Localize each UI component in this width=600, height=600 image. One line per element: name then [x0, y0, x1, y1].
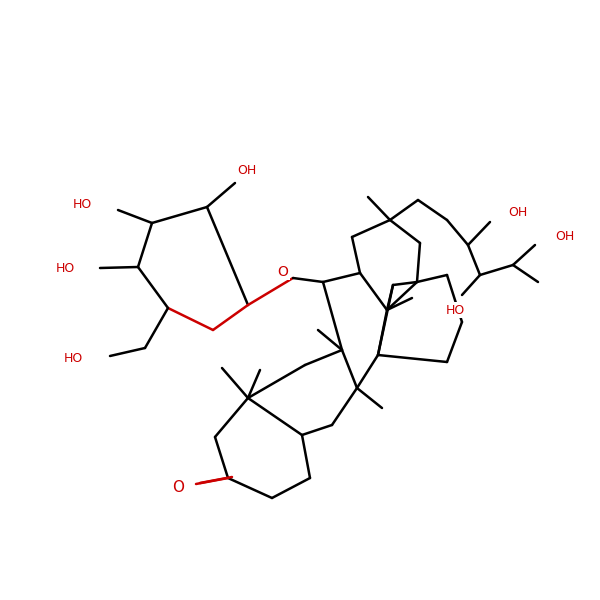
Text: HO: HO	[445, 304, 464, 317]
Text: OH: OH	[555, 230, 574, 244]
Text: OH: OH	[238, 163, 257, 176]
Text: HO: HO	[56, 262, 75, 275]
Text: OH: OH	[508, 206, 527, 220]
Text: O: O	[172, 481, 184, 496]
Text: O: O	[278, 265, 289, 279]
Text: HO: HO	[64, 352, 83, 364]
Text: HO: HO	[73, 199, 92, 211]
